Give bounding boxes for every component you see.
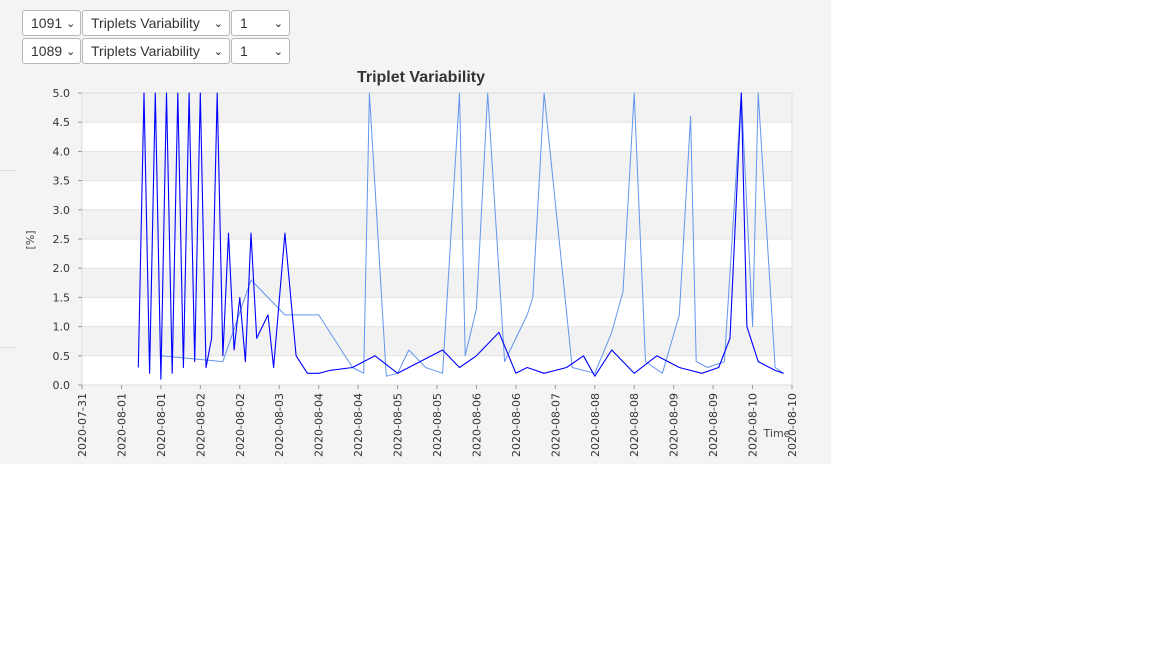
chart-panel: 1091 ⌄ Triplets Variability ⌄ 1 ⌄ 1089 ⌄… (0, 0, 831, 464)
channel-select-value: 1 (240, 43, 248, 59)
series-line-1 (160, 92, 784, 377)
x-tick-label: 2020-08-02 (194, 393, 207, 457)
panel-divider (0, 170, 16, 171)
grid-band (82, 180, 792, 210)
device-select-1[interactable]: 1091 ⌄ (22, 10, 81, 36)
x-tick-label: 2020-08-02 (234, 393, 247, 457)
selector-row-1: 1091 ⌄ Triplets Variability ⌄ 1 ⌄ (22, 10, 290, 36)
y-axis-label: [%] (24, 230, 37, 249)
x-tick-label: 2020-08-10 (786, 393, 799, 457)
x-tick-label: 2020-07-31 (76, 393, 89, 457)
chevron-down-icon: ⌄ (66, 17, 76, 30)
metric-select-1[interactable]: Triplets Variability ⌄ (82, 10, 230, 36)
x-tick-label: 2020-08-05 (392, 393, 405, 457)
x-tick-label: 2020-08-01 (155, 393, 168, 457)
y-tick-label: 4.0 (53, 145, 71, 158)
y-tick-label: 4.5 (53, 116, 71, 129)
line-chart[interactable]: 0.0 0.5 1.0 1.5 2.0 2.5 3.0 3.5 4.0 4.5 5.0 2020-0… (0, 62, 831, 464)
chevron-down-icon: ⌄ (66, 45, 76, 58)
chart-title: Triplet Variability (357, 69, 485, 86)
x-tick-label: 2020-08-04 (352, 393, 365, 457)
x-tick-label: 2020-08-06 (510, 393, 523, 457)
y-tick-label: 2.0 (53, 262, 71, 275)
x-tick-label: 2020-08-10 (747, 393, 760, 457)
metric-select-2[interactable]: Triplets Variability ⌄ (82, 38, 230, 64)
x-tick-label: 2020-08-06 (470, 393, 483, 457)
grid-band (82, 239, 792, 269)
panel-divider (0, 347, 16, 348)
y-tick-label: 0.5 (53, 350, 71, 363)
y-tick-label: 0.0 (53, 379, 71, 392)
chevron-down-icon: ⌄ (213, 45, 223, 58)
x-tick-label: 2020-08-09 (707, 393, 720, 457)
metric-select-value: Triplets Variability (91, 15, 200, 31)
grid-band (82, 297, 792, 327)
channel-select-value: 1 (240, 15, 248, 31)
x-tick-label: 2020-08-05 (431, 393, 444, 457)
grid-band (82, 122, 792, 152)
x-tick-label: 2020-08-01 (115, 393, 128, 457)
grid-band (82, 355, 792, 385)
x-tick-label: 2020-08-07 (549, 393, 562, 457)
metric-select-value: Triplets Variability (91, 43, 200, 59)
x-axis-label: Time (763, 427, 791, 440)
x-tick-label: 2020-08-04 (313, 393, 326, 457)
grid-band (82, 268, 792, 298)
device-select-value: 1089 (31, 43, 63, 59)
series-line-2 (137, 92, 784, 380)
channel-select-1[interactable]: 1 ⌄ (231, 10, 290, 36)
y-tick-label: 1.5 (53, 291, 71, 304)
device-select-value: 1091 (31, 15, 63, 31)
grid-band (82, 151, 792, 181)
y-tick-label: 1.0 (53, 321, 71, 334)
chevron-down-icon: ⌄ (213, 17, 223, 30)
chevron-down-icon: ⌄ (273, 45, 283, 58)
device-select-2[interactable]: 1089 ⌄ (22, 38, 81, 64)
grid-band (82, 326, 792, 356)
chevron-down-icon: ⌄ (273, 17, 283, 30)
grid-band (82, 209, 792, 239)
selector-row-2: 1089 ⌄ Triplets Variability ⌄ 1 ⌄ (22, 38, 290, 64)
channel-select-2[interactable]: 1 ⌄ (231, 38, 290, 64)
y-tick-label: 3.0 (53, 204, 71, 217)
x-tick-label: 2020-08-08 (589, 393, 602, 457)
x-tick-label: 2020-08-03 (273, 393, 286, 457)
x-tick-label: 2020-08-08 (628, 393, 641, 457)
y-tick-label: 3.5 (53, 175, 71, 188)
y-tick-label: 5.0 (53, 87, 71, 100)
y-tick-label: 2.5 (53, 233, 71, 246)
x-tick-label: 2020-08-09 (668, 393, 681, 457)
